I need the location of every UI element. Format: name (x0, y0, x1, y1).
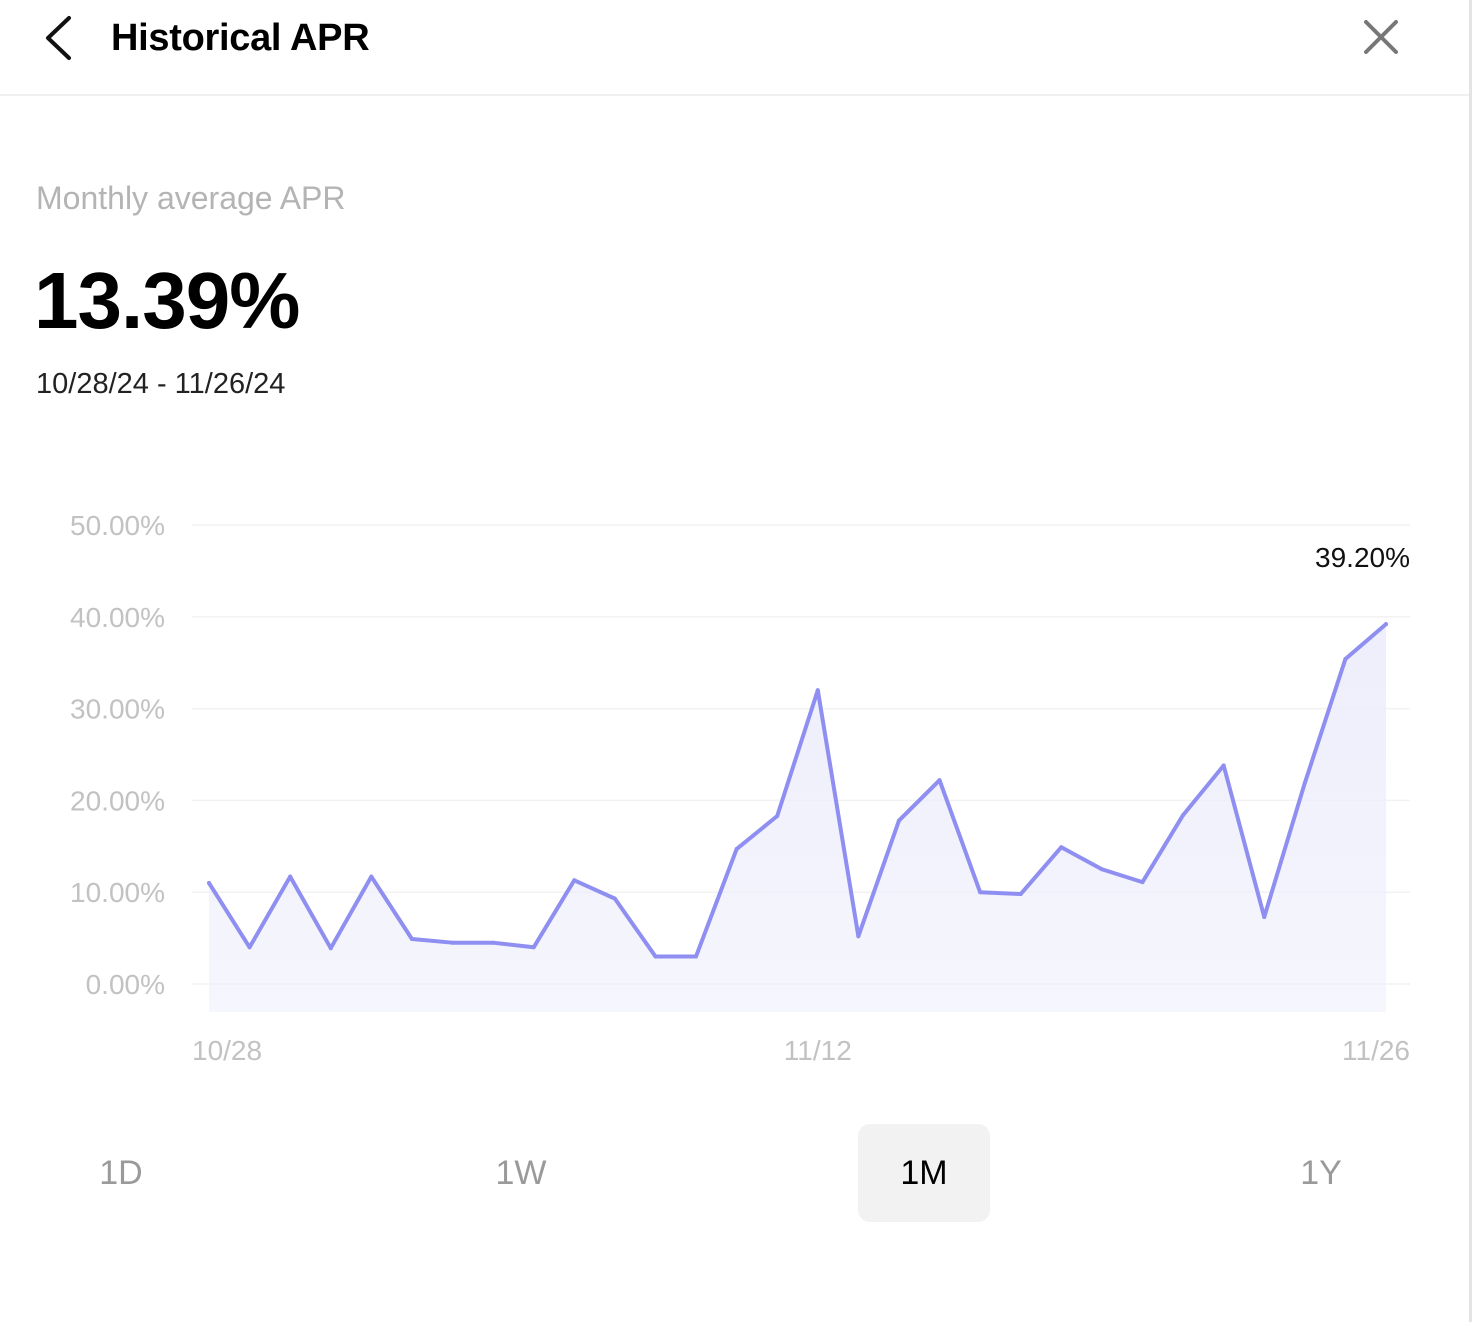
data-point (247, 945, 252, 950)
data-point (1018, 892, 1023, 897)
data-point (937, 778, 942, 783)
data-point (1262, 914, 1267, 919)
data-point (612, 896, 617, 901)
range-tab-1d[interactable]: 1D (99, 1154, 143, 1192)
data-point (1140, 880, 1145, 885)
data-point (815, 688, 820, 693)
data-point (531, 945, 536, 950)
data-point (734, 847, 739, 852)
data-point (1059, 845, 1064, 850)
data-point (978, 890, 983, 895)
header-bar: Historical APR (0, 0, 1470, 96)
back-button[interactable] (36, 10, 86, 66)
average-apr-value: 13.39% (34, 256, 300, 345)
data-point (896, 818, 901, 823)
y-tick-label: 20.00% (70, 785, 165, 816)
panel-border (1469, 0, 1472, 1322)
data-point (1181, 813, 1186, 818)
data-point (572, 878, 577, 883)
x-tick-label: 11/12 (784, 1035, 852, 1066)
data-point (1221, 763, 1226, 768)
range-tab-1m[interactable]: 1M (858, 1124, 990, 1222)
x-tick-label: 11/26 (1342, 1035, 1410, 1066)
chevron-left-icon (46, 16, 71, 60)
y-tick-label: 50.00% (70, 510, 165, 541)
date-range: 10/28/24 - 11/26/24 (36, 368, 286, 400)
data-point (694, 954, 699, 959)
data-point (369, 874, 374, 879)
data-point (491, 940, 496, 945)
data-point (288, 874, 293, 879)
data-point (409, 937, 414, 942)
data-point (1099, 867, 1104, 872)
data-point (856, 934, 861, 939)
page-title: Historical APR (111, 17, 370, 59)
data-point (207, 881, 211, 886)
data-point (775, 814, 780, 819)
range-tab-1w[interactable]: 1W (495, 1154, 547, 1192)
y-tick-label: 30.00% (70, 694, 165, 725)
data-point (328, 946, 333, 951)
close-button[interactable] (1354, 10, 1408, 64)
data-point (1302, 780, 1307, 785)
y-tick-label: 0.00% (86, 969, 165, 1000)
data-point (1343, 657, 1348, 662)
data-point (1384, 622, 1388, 627)
range-tab-1y[interactable]: 1Y (1300, 1154, 1342, 1192)
data-point (653, 954, 658, 959)
y-tick-label: 10.00% (70, 877, 165, 908)
series-line (207, 622, 1388, 959)
summary-label: Monthly average APR (36, 180, 346, 216)
y-tick-label: 40.00% (70, 602, 165, 633)
last-value-label: 39.20% (1315, 542, 1410, 573)
close-icon (1364, 20, 1398, 54)
x-tick-label: 10/28 (192, 1035, 262, 1066)
apr-chart: 0.00% 10.00% 20.00% 30.00% 40.00% 50.00% 10/2… (70, 510, 1410, 1066)
area-fill (209, 624, 1386, 1012)
data-point (450, 940, 455, 945)
